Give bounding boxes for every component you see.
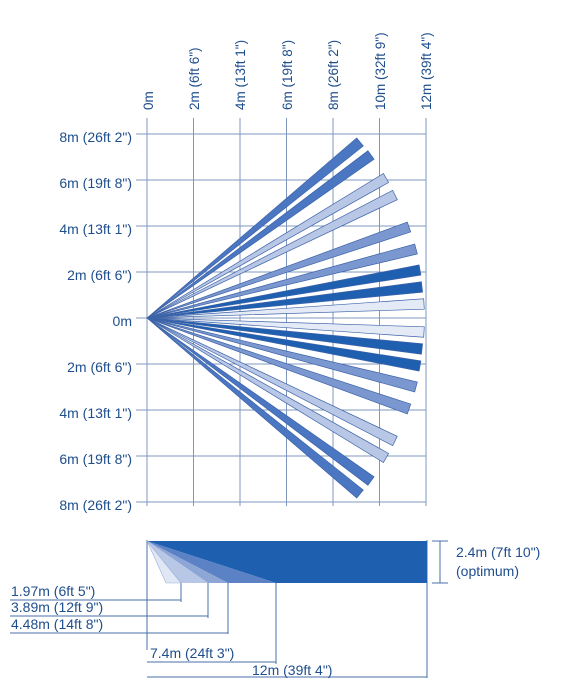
side-view: 2.4m (7ft 10") (optimum) 1.97m (6ft 5") … xyxy=(10,540,540,678)
detection-zone xyxy=(146,298,425,319)
detection-zone xyxy=(146,150,375,319)
detection-zone xyxy=(146,317,425,338)
detection-zone xyxy=(146,173,390,319)
x-axis-label: 10m (32ft 9") xyxy=(373,32,388,110)
y-axis-labels: 8m (26ft 2") 6m (19ft 8") 4m (13ft 1") 2… xyxy=(59,129,132,513)
y-axis-label: 8m (26ft 2") xyxy=(59,497,132,513)
side-zone-7-4m xyxy=(147,541,276,583)
x-axis-label: 0m xyxy=(141,91,156,110)
detection-zone xyxy=(146,317,398,447)
x-axis-label: 6m (19ft 8") xyxy=(280,40,295,110)
detection-zone xyxy=(146,317,418,393)
detection-zone xyxy=(146,317,412,415)
detection-zone xyxy=(146,317,422,372)
y-axis-label: 0m xyxy=(113,313,132,329)
side-zone-4-48m xyxy=(147,541,228,583)
x-axis-label: 12m (39ft 4") xyxy=(419,32,434,110)
side-zone-12m xyxy=(147,541,427,583)
x-axis-label: 2m (6ft 6") xyxy=(187,47,202,110)
x-axis-label: 8m (26ft 2") xyxy=(326,40,341,110)
x-axis-label: 4m (13ft 1") xyxy=(233,40,248,110)
detection-zone xyxy=(146,243,418,319)
detection-zone xyxy=(146,281,423,319)
detection-zone xyxy=(146,264,422,319)
distance-label-12m: 12m (39ft 4") xyxy=(252,662,332,678)
y-axis-label: 6m (19ft 8") xyxy=(59,451,132,467)
side-detection-zones xyxy=(146,540,427,584)
detection-zone xyxy=(146,221,412,319)
distance-label-3-89m: 3.89m (12ft 9") xyxy=(11,599,103,615)
detection-zone xyxy=(146,317,364,499)
distance-label-1-97m: 1.97m (6ft 5") xyxy=(11,583,95,599)
distance-label-7-4m: 7.4m (24ft 3") xyxy=(150,645,234,661)
side-zone-1-97m xyxy=(146,540,182,584)
height-bracket xyxy=(432,540,448,584)
detection-zone xyxy=(146,317,390,463)
detection-zones-fan xyxy=(146,137,425,499)
y-axis-label: 2m (6ft 6") xyxy=(67,359,132,375)
x-axis-labels: 0m 2m (6ft 6") 4m (13ft 1") 6m (19ft 8")… xyxy=(141,32,434,110)
y-axis-label: 2m (6ft 6") xyxy=(67,267,132,283)
detection-zone xyxy=(146,317,423,355)
height-label: 2.4m (7ft 10") xyxy=(456,544,540,560)
distance-label-4-48m: 4.48m (14ft 8") xyxy=(11,616,103,632)
y-axis-label: 8m (26ft 2") xyxy=(59,129,132,145)
plan-view: 0m 2m (6ft 6") 4m (13ft 1") 6m (19ft 8")… xyxy=(59,32,434,513)
detection-zone xyxy=(146,137,364,319)
y-axis-label: 6m (19ft 8") xyxy=(59,175,132,191)
height-label-optimum: (optimum) xyxy=(456,563,519,579)
side-zone-3-89m xyxy=(147,541,208,583)
y-axis-label: 4m (13ft 1") xyxy=(59,405,132,421)
detection-zone xyxy=(146,189,398,319)
y-axis-label: 4m (13ft 1") xyxy=(59,221,132,237)
detection-zone xyxy=(146,317,375,486)
